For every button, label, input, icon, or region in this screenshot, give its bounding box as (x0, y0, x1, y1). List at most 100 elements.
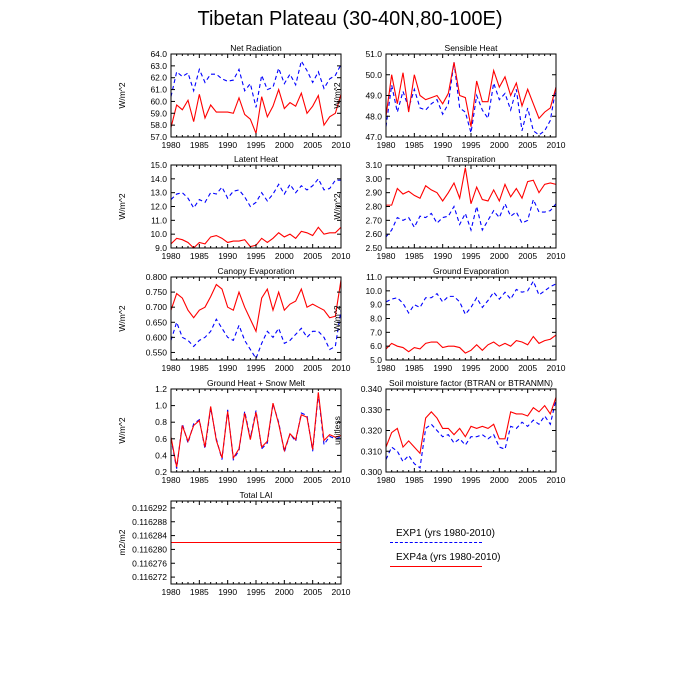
chart-panel: Transpiration W/m^2 2.50 2.60 2.70 2.80 2.90 3.… (332, 154, 566, 261)
series-line-exp1 (385, 279, 557, 316)
chart-panel: Ground Evaporation W/m^2 5.0 6.0 7.0 8.0 9.0 10… (332, 266, 566, 373)
legend-swatch-exp1 (390, 542, 482, 543)
chart-panel: Soil moisture factor (BTRAN or BTRANMN) u… (332, 378, 566, 485)
y-tick-label: 64.0 (150, 49, 167, 59)
y-tick-label: 57.0 (150, 132, 167, 142)
x-tick-label: 1990 (218, 475, 237, 485)
x-tick-label: 2000 (490, 363, 509, 373)
y-tick-label: 14.0 (150, 174, 167, 184)
x-tick-label: 2010 (547, 140, 566, 150)
series-line-exp4a (385, 62, 557, 127)
x-tick-label: 2005 (303, 140, 322, 150)
series-line-exp4a (385, 397, 557, 455)
x-tick-label: 2005 (518, 475, 537, 485)
series-line-exp1 (170, 310, 342, 360)
y-tick-label: 0.300 (361, 467, 383, 477)
y-tick-label: 2.50 (365, 243, 382, 253)
y-tick-label: 10.0 (150, 229, 167, 239)
y-tick-label: 0.116284 (132, 531, 167, 541)
y-tick-label: 47.0 (365, 132, 382, 142)
y-tick-label: 13.0 (150, 188, 167, 198)
x-tick-label: 2000 (275, 475, 294, 485)
x-tick-label: 1995 (247, 363, 266, 373)
y-tick-label: 0.310 (361, 446, 383, 456)
chart-panel: Sensible Heat W/m^2 47.0 48.0 49.0 50.0 51.0 19… (332, 43, 566, 150)
y-tick-label: 2.80 (365, 202, 382, 212)
y-tick-label: 9.0 (155, 243, 167, 253)
x-tick-label: 2010 (547, 251, 566, 261)
y-tick-label: 0.4 (155, 450, 167, 460)
x-tick-label: 1980 (377, 363, 396, 373)
chart-title: Total LAI (239, 490, 272, 500)
x-tick-label: 1995 (247, 475, 266, 485)
x-tick-label: 1980 (377, 140, 396, 150)
x-tick-label: 2000 (275, 587, 294, 597)
y-tick-label: 12.0 (150, 202, 167, 212)
x-tick-label: 2005 (518, 363, 537, 373)
chart-panel: Canopy Evaporation W/m^2 0.550 0.600 0.650 0.… (117, 266, 351, 373)
y-tick-label: 0.116280 (132, 544, 167, 554)
series-line-exp4a (170, 392, 342, 468)
series-line-exp1 (385, 197, 557, 238)
x-tick-label: 1995 (247, 251, 266, 261)
x-tick-label: 2010 (332, 475, 351, 485)
y-tick-label: 61.0 (150, 85, 167, 95)
x-tick-label: 2010 (547, 363, 566, 373)
x-tick-label: 1995 (462, 475, 481, 485)
y-tick-label: 0.2 (155, 467, 167, 477)
series-line-exp1 (385, 399, 557, 469)
x-tick-label: 2000 (275, 251, 294, 261)
plot-frame (170, 53, 342, 138)
y-tick-label: 1.2 (155, 384, 167, 394)
x-tick-label: 1985 (190, 251, 209, 261)
x-tick-label: 1990 (218, 363, 237, 373)
x-tick-label: 2000 (275, 363, 294, 373)
x-tick-label: 1995 (462, 140, 481, 150)
x-tick-label: 1980 (162, 363, 181, 373)
y-tick-label: 62.0 (150, 73, 167, 83)
y-tick-label: 3.00 (365, 174, 382, 184)
y-axis-label: W/m^2 (332, 305, 342, 331)
plot-frame (385, 276, 557, 361)
y-tick-label: 2.90 (365, 188, 382, 198)
x-tick-label: 2000 (490, 475, 509, 485)
y-tick-label: 0.8 (155, 417, 167, 427)
x-tick-label: 2010 (332, 140, 351, 150)
chart-title: Canopy Evaporation (217, 266, 294, 276)
legend: EXP1 (yrs 1980-2010) EXP4a (yrs 1980-201… (390, 528, 501, 576)
x-tick-label: 1985 (190, 587, 209, 597)
y-tick-label: 6.0 (370, 341, 382, 351)
x-tick-label: 2000 (490, 140, 509, 150)
series-line-exp1 (170, 393, 342, 469)
x-tick-label: 1990 (218, 587, 237, 597)
series-line-exp4a (170, 279, 342, 334)
y-tick-label: 0.116292 (132, 503, 167, 513)
y-tick-label: 0.6 (155, 434, 167, 444)
y-tick-label: 48.0 (365, 111, 382, 121)
series-line-exp4a (170, 87, 342, 136)
y-tick-label: 63.0 (150, 61, 167, 71)
series-line-exp1 (170, 59, 342, 108)
x-tick-label: 1985 (405, 475, 424, 485)
y-axis-label: W/m^2 (332, 82, 342, 108)
y-axis-label: W/m^2 (117, 305, 127, 331)
y-tick-label: 0.700 (146, 302, 168, 312)
x-tick-label: 1990 (218, 140, 237, 150)
y-axis-label: W/m^2 (117, 82, 127, 108)
legend-swatch-exp4a (390, 566, 482, 567)
x-tick-label: 2000 (490, 251, 509, 261)
y-tick-label: 0.750 (146, 287, 168, 297)
y-tick-label: 0.650 (146, 317, 168, 327)
series-line-exp4a (386, 167, 557, 206)
y-tick-label: 50.0 (365, 70, 382, 80)
legend-label-exp4a: EXP4a (yrs 1980-2010) (396, 552, 501, 563)
x-tick-label: 1995 (462, 363, 481, 373)
y-tick-label: 0.330 (361, 405, 383, 415)
chart-panel: Total LAI m2/m2 0.116272 0.116276 0.116280 0.… (117, 490, 351, 597)
x-tick-label: 2010 (332, 251, 351, 261)
chart-title: Ground Evaporation (433, 266, 509, 276)
x-tick-label: 1990 (433, 140, 452, 150)
x-tick-label: 1995 (247, 587, 266, 597)
x-tick-label: 1990 (433, 251, 452, 261)
